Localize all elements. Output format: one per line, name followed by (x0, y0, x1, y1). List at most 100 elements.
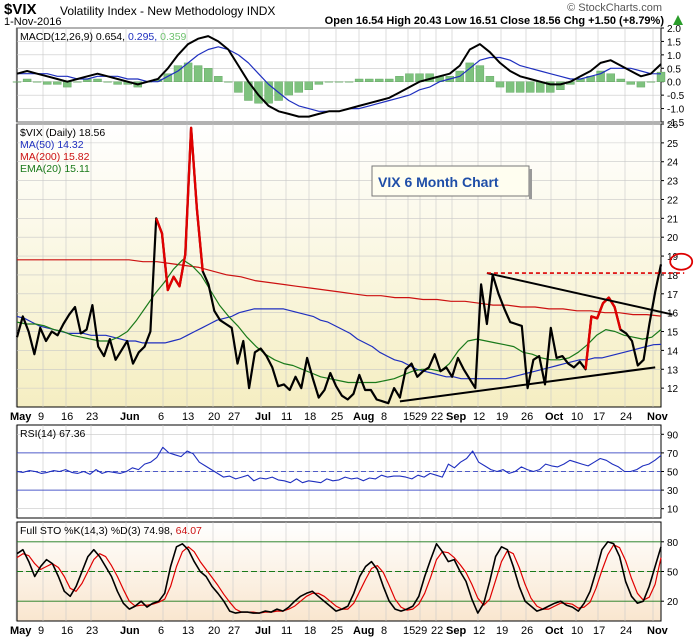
x-axis-label: 26 (521, 625, 533, 637)
chart-header: $VIX Volatility Index - New Methodology … (0, 0, 700, 28)
panel-frame (16, 123, 662, 408)
macd-histogram-bar (344, 81, 354, 83)
price-legend-vix: $VIX (Daily) 18.56 (20, 127, 105, 139)
x-axis-label: 18 (304, 625, 316, 637)
x-axis-label: 16 (61, 625, 73, 637)
macd-histogram-bar (465, 62, 474, 82)
x-axis-label: 10 (571, 625, 583, 637)
macd-histogram-bar (183, 62, 193, 82)
downtrend-overlay (155, 126, 204, 292)
y-tick-label: 18 (667, 271, 679, 282)
x-axis-label: 23 (86, 625, 98, 637)
macd-histogram-bar (203, 68, 213, 82)
macd-histogram-bar (385, 78, 394, 82)
x-axis-label: Aug (353, 625, 374, 637)
x-axis-label: 19 (496, 625, 508, 637)
macd-vertical-grid (15, 28, 654, 122)
rsi-y-axis: 90 70 50 30 10 (17, 430, 679, 516)
x-axis-label: 13 (182, 625, 194, 637)
macd-histogram-bar (32, 81, 42, 83)
x-axis-label: 20 (208, 625, 220, 637)
x-axis-label: 15 (403, 625, 415, 637)
y-tick-label: 24 (667, 158, 679, 169)
macd-histogram-bar (83, 78, 92, 82)
legend-entry: 0.295, (125, 31, 157, 43)
x-axis-label: 10 (571, 411, 583, 423)
legend-entry: MA(200) 15.82 (20, 151, 90, 163)
x-axis-label: 8 (381, 411, 387, 423)
price-vertical-grid (15, 124, 654, 407)
x-axis-label: 17 (593, 411, 605, 423)
macd-histogram-bar (214, 76, 223, 82)
x-axis-label: 26 (521, 411, 533, 423)
macd-histogram-bar (375, 78, 384, 82)
macd-histogram-bar (274, 81, 283, 101)
y-tick-label: 10 (667, 505, 679, 516)
macd-y-axis: 2.01.51.00.50.0-0.5-1.0-1.5 (17, 24, 685, 129)
x-axis-label: 22 (431, 411, 443, 423)
x-axis-label: 18 (304, 411, 316, 423)
y-tick-label: -0.5 (667, 91, 685, 102)
sto-d-line (16, 544, 662, 614)
rsi-panel (16, 424, 662, 519)
panel-frame (16, 27, 662, 123)
x-axis-label: 6 (158, 625, 164, 637)
macd-histogram-bar (224, 81, 233, 83)
sto-x-axis: May 9 16 23 Jun 6 13 20 27 Jul 11 18 25 Aug 8 15 22 29 Sep… (10, 625, 669, 637)
x-axis-label: 13 (182, 411, 194, 423)
macd-histogram-bar (475, 65, 485, 82)
legend-line: MA(200) 15.82 (20, 151, 90, 163)
sto-panel (16, 521, 662, 622)
macd-histogram-bar (485, 76, 495, 82)
legend-line: EMA(20) 15.11 (20, 163, 90, 175)
x-axis-label: Jun (120, 411, 140, 423)
macd-histogram-bar (193, 65, 203, 82)
macd-histogram-bar (354, 78, 364, 82)
macd-histogram-bar (53, 81, 62, 85)
sto-vertical-grid (15, 522, 654, 621)
x-axis-label: 16 (61, 411, 73, 423)
y-tick-label: 0.5 (667, 64, 681, 75)
macd-histogram-bar (415, 73, 424, 82)
macd-histogram-bar (254, 81, 263, 104)
y-tick-label: 21 (667, 214, 679, 225)
price-legend-ma200: MA(200) 15.82 (20, 151, 90, 163)
macd-histogram-bar (626, 81, 635, 85)
x-axis-label: 9 (38, 625, 44, 637)
annotation-frame (371, 165, 530, 197)
macd-histogram-bar (12, 81, 22, 83)
x-axis-label: Oct (545, 411, 564, 423)
price-x-axis: May 9 16 23 Jun 6 13 20 27 Jul 11 18 25 Aug 8 15 22 29 Sep… (10, 411, 669, 423)
y-tick-label: -1.5 (667, 118, 685, 129)
macd-histogram-bar (495, 81, 505, 88)
x-axis-label: Jul (255, 625, 271, 637)
macd-histogram-bar (22, 78, 32, 82)
macd-histogram-bar (123, 81, 132, 85)
macd-histogram-bar (425, 73, 434, 82)
x-axis-label: 8 (381, 625, 387, 637)
quote-date: 1-Nov-2016 (4, 16, 62, 28)
y-tick-label: 90 (667, 430, 679, 441)
x-axis-label: 12 (473, 411, 485, 423)
legend-entry: MA(50) 14.32 (20, 139, 84, 151)
macd-histogram-bar (505, 81, 515, 93)
macd-histogram-bar (616, 78, 625, 82)
legend-line: MACD(12,26,9) 0.654, 0.295, 0.359 (20, 31, 187, 43)
macd-legend: MACD(12,26,9) 0.654, 0.295, 0.359 (20, 31, 187, 43)
x-axis-label: Sep (446, 411, 466, 423)
legend-entry: 0.359 (157, 31, 186, 43)
macd-histogram-bar (646, 81, 656, 83)
price-panel (16, 123, 662, 408)
x-axis-label: 22 (431, 625, 443, 637)
annotation-label: VIX 6 Month Chart (378, 174, 499, 190)
annotation-box: VIX 6 Month Chart (371, 165, 532, 199)
x-axis-label: 29 (415, 411, 427, 423)
legend-line: RSI(14) 67.36 (20, 428, 86, 440)
ma50-line (16, 308, 662, 380)
ma200-line (17, 259, 662, 317)
x-axis-label: 27 (228, 625, 240, 637)
panel-frame (16, 424, 662, 519)
macd-signal-line (17, 46, 662, 112)
macd-histogram-bar (324, 81, 334, 83)
